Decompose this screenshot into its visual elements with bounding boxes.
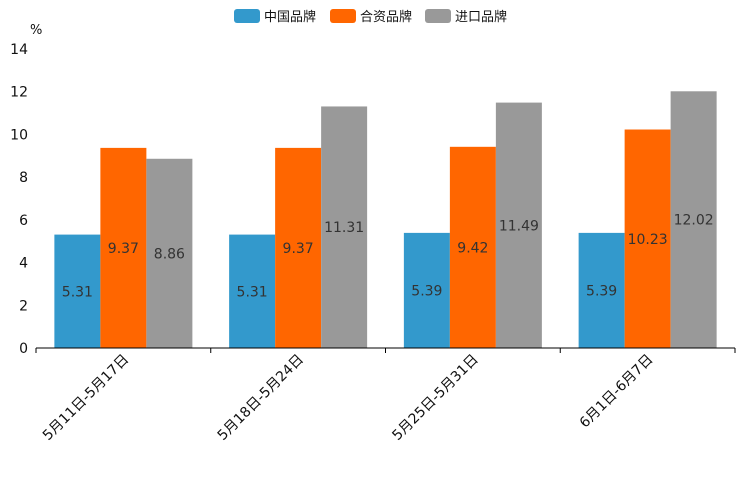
bar[interactable] [275, 147, 322, 348]
legend-swatch [330, 9, 356, 23]
x-axis: 5月11日-5月17日 5月18日-5月24日 5月25日-5月31日 6月1日-6月… [35, 347, 736, 444]
y-tick-label: 8 [19, 170, 28, 186]
y-axis-unit-label: % [30, 23, 42, 38]
bar-group-2: 5.31 9.37 11.31 [229, 106, 368, 348]
legend-swatch [425, 9, 451, 23]
bar-group-3: 5.39 9.42 11.49 [403, 102, 542, 348]
y-tick-label: 4 [19, 256, 28, 272]
bar-value-label: 9.37 [108, 241, 139, 257]
legend-label: 中国品牌 [264, 9, 316, 25]
x-category-label: 6月1日-6月7日 [577, 352, 657, 432]
bar-value-label: 5.31 [237, 284, 268, 300]
y-tick-label: 0 [19, 341, 28, 357]
bar[interactable] [100, 147, 147, 348]
legend-label: 合资品牌 [360, 9, 412, 25]
bar-value-label: 11.49 [499, 218, 539, 234]
bar[interactable] [578, 232, 625, 348]
bar[interactable] [403, 232, 450, 348]
bar-value-label: 9.37 [283, 241, 314, 257]
y-tick-label: 12 [10, 85, 28, 101]
bar-value-label: 11.31 [324, 220, 364, 236]
bar-value-label: 5.39 [586, 283, 617, 299]
legend-item-2[interactable]: 合资品牌 [330, 9, 412, 25]
y-tick-label: 10 [10, 127, 28, 143]
legend: 中国品牌 合资品牌 进口品牌 [234, 9, 507, 25]
x-category-label: 5月25日-5月31日 [389, 352, 481, 444]
bar[interactable] [449, 146, 496, 348]
bar[interactable] [146, 158, 193, 348]
bar[interactable] [321, 106, 368, 348]
bar-value-label: 12.02 [674, 213, 714, 229]
bar[interactable] [54, 234, 101, 348]
y-tick-label: 6 [19, 213, 28, 229]
bar-value-label: 5.39 [411, 283, 442, 299]
bar-value-label: 8.86 [154, 246, 185, 262]
bar-value-label: 5.31 [62, 284, 93, 300]
bar[interactable] [495, 102, 542, 348]
legend-item-3[interactable]: 进口品牌 [425, 9, 507, 25]
y-axis: 0 2 4 6 8 10 12 14 [10, 42, 28, 357]
y-tick-label: 2 [19, 298, 28, 314]
bar-group-4: 5.39 10.23 12.02 [578, 91, 717, 348]
bar-value-label: 10.23 [628, 232, 668, 248]
bars: 5.319.37 8.865.319.3711.315.399.4211.495.… [54, 91, 717, 348]
legend-swatch [234, 9, 260, 23]
x-category-label: 5月11日-5月17日 [40, 352, 132, 444]
bar[interactable] [229, 234, 276, 348]
bar[interactable] [670, 91, 717, 348]
y-tick-label: 14 [10, 42, 28, 58]
bar-value-label: 9.42 [457, 240, 488, 256]
x-category-label: 5月18日-5月24日 [215, 352, 307, 444]
bar[interactable] [624, 129, 671, 348]
legend-label: 进口品牌 [455, 9, 507, 25]
legend-item-1[interactable]: 中国品牌 [234, 9, 316, 25]
bar-group-1: 5.31 9.37 8.86 [54, 147, 193, 348]
